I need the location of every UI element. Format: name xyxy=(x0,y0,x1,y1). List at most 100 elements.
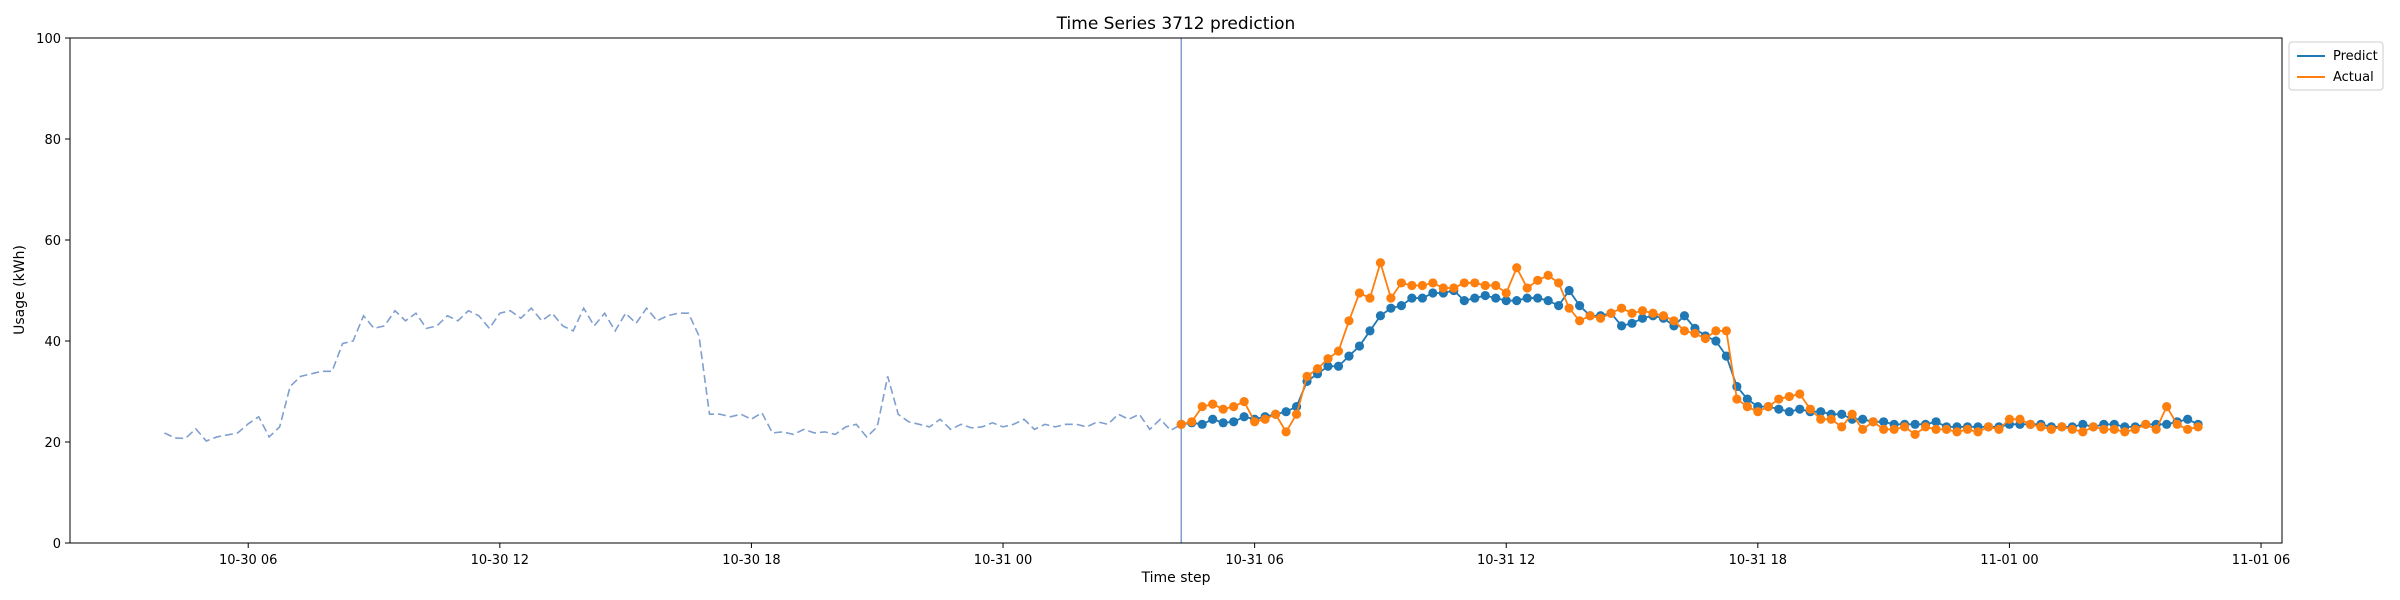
actual-data-point xyxy=(1459,278,1469,288)
actual-data-point xyxy=(2099,424,2109,434)
actual-data-point xyxy=(1837,422,1847,432)
predict-data-point xyxy=(1375,311,1386,321)
predict-data-point xyxy=(1365,326,1375,336)
actual-data-point xyxy=(1721,326,1731,336)
actual-data-point xyxy=(1679,326,1690,336)
actual-data-point xyxy=(1920,422,1931,432)
y-tick-label: 40 xyxy=(44,335,61,350)
actual-data-point xyxy=(1470,278,1480,288)
actual-data-point xyxy=(1564,303,1574,313)
actual-data-point xyxy=(1753,407,1763,417)
actual-data-point xyxy=(2057,422,2067,432)
legend: Predict Actual xyxy=(2288,41,2384,91)
predict-data-point xyxy=(1470,293,1480,303)
actual-data-point xyxy=(1763,402,1773,412)
predict-data-point xyxy=(1564,285,1574,296)
predict-series-line xyxy=(1181,288,2199,428)
actual-data-point xyxy=(2151,424,2161,434)
actual-data-point xyxy=(1197,402,1207,412)
actual-data-point xyxy=(1239,397,1249,407)
actual-series-line xyxy=(1181,259,2199,436)
actual-data-point xyxy=(1250,417,1260,427)
predict-data-point xyxy=(1333,361,1344,371)
actual-data-point xyxy=(1690,328,1700,339)
predict-data-point xyxy=(1491,293,1501,303)
actual-data-point xyxy=(1847,409,1857,419)
predict-data-point xyxy=(1386,303,1396,313)
actual-data-point xyxy=(1585,311,1595,321)
actual-data-point xyxy=(1973,427,1983,437)
predict-data-point xyxy=(1407,293,1417,303)
y-axis: 0 20 40 60 80 100 xyxy=(36,32,70,552)
y-tick-label: 100 xyxy=(36,32,61,47)
predict-data-point xyxy=(1239,412,1249,422)
actual-data-point xyxy=(1711,326,1721,336)
actual-data-point xyxy=(2015,414,2025,424)
x-axis: 10-30 06 10-30 12 10-30 18 10-31 00 10-31 06… xyxy=(219,543,2290,568)
actual-data-point xyxy=(1700,333,1711,344)
actual-data-point xyxy=(2067,424,2077,434)
actual-data-point xyxy=(2036,422,2046,432)
actual-data-point xyxy=(1396,278,1406,288)
predict-data-point xyxy=(1344,351,1354,361)
actual-data-point xyxy=(1375,258,1386,268)
actual-data-point xyxy=(1449,283,1459,293)
predict-data-point xyxy=(1229,417,1239,427)
legend-label-predict: Predict xyxy=(2333,49,2378,64)
actual-data-point xyxy=(1889,424,1899,434)
x-tick-label: 10-30 06 xyxy=(219,553,277,568)
actual-data-point xyxy=(1543,270,1553,280)
actual-data-point xyxy=(2193,422,2203,432)
actual-data-point xyxy=(1816,414,1826,424)
actual-data-point xyxy=(1386,293,1396,303)
predict-data-point xyxy=(1323,361,1333,371)
actual-data-point xyxy=(1900,422,1910,432)
actual-data-point xyxy=(1291,409,1302,419)
actual-data-point xyxy=(1522,283,1532,293)
actual-data-point xyxy=(2078,427,2088,437)
actual-data-point xyxy=(1983,422,1994,432)
x-tick-label: 10-31 12 xyxy=(1477,553,1535,568)
y-tick-label: 20 xyxy=(44,436,61,451)
actual-data-point xyxy=(1669,316,1679,326)
predict-data-point xyxy=(1480,290,1490,301)
x-tick-label: 10-31 18 xyxy=(1729,553,1787,568)
actual-data-point xyxy=(2109,424,2119,434)
actual-data-point xyxy=(1187,417,1197,427)
predict-data-point xyxy=(1575,301,1585,311)
predict-data-point xyxy=(2078,419,2088,429)
actual-data-point xyxy=(1637,306,1648,316)
actual-data-point xyxy=(2172,419,2182,429)
actual-data-point xyxy=(1176,419,1186,429)
actual-data-point xyxy=(2183,424,2193,434)
actual-data-point xyxy=(1323,354,1333,364)
predict-data-point xyxy=(1858,414,1868,424)
actual-data-point xyxy=(1805,404,1815,414)
actual-data-point xyxy=(1554,278,1564,288)
actual-data-point xyxy=(1910,429,1920,440)
predict-data-point xyxy=(1533,293,1543,303)
predict-data-point xyxy=(1459,296,1469,306)
actual-data-point xyxy=(1994,424,2004,434)
actual-data-point xyxy=(2162,402,2172,412)
x-tick-label: 10-31 00 xyxy=(974,553,1032,568)
actual-data-point xyxy=(2004,414,2015,424)
actual-data-point xyxy=(2025,419,2035,429)
legend-label-actual: Actual xyxy=(2333,70,2374,85)
actual-data-point xyxy=(1826,414,1836,424)
actual-data-point xyxy=(1648,308,1658,318)
actual-data-point xyxy=(1312,364,1323,374)
predict-data-point xyxy=(1816,407,1826,417)
predict-data-point xyxy=(1522,293,1532,303)
predict-data-point xyxy=(1910,419,1920,429)
actual-data-point xyxy=(1952,427,1962,437)
predict-data-point xyxy=(1554,301,1564,311)
actual-data-point xyxy=(1270,409,1281,419)
actual-data-point xyxy=(2120,427,2130,437)
predict-data-point xyxy=(1774,404,1784,414)
actual-data-point xyxy=(1417,280,1427,291)
actual-data-point xyxy=(2141,419,2151,429)
predict-data-point xyxy=(1208,414,1218,424)
y-tick-label: 80 xyxy=(44,133,61,148)
